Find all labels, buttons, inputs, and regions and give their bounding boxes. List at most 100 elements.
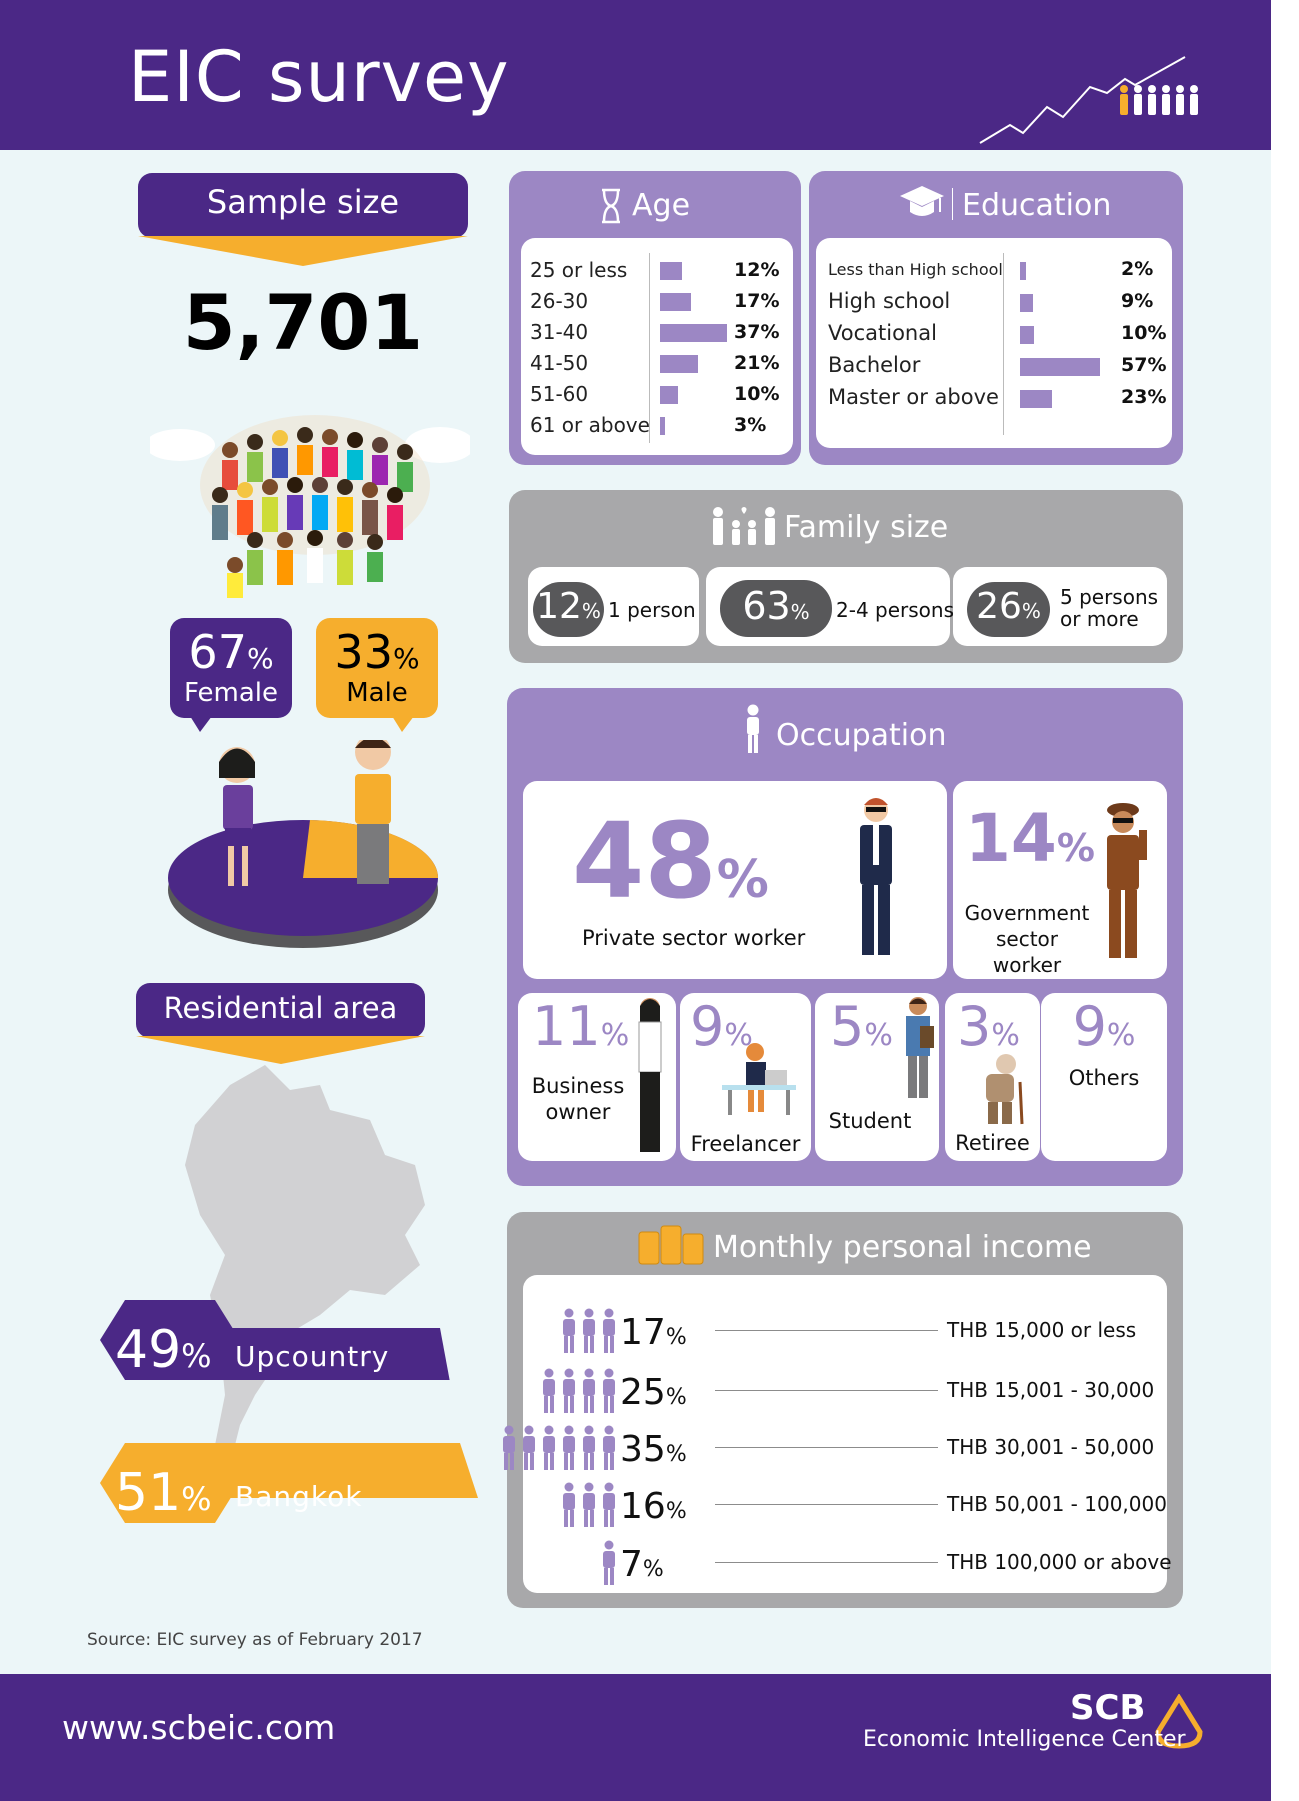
income-row-pct-unit: % [642, 1557, 664, 1582]
female-bubble [170, 618, 292, 718]
government-label: Government sector worker [962, 900, 1092, 978]
income-person-icon [583, 1425, 595, 1470]
income-row-pct: 35% [620, 1429, 702, 1470]
income-person-icon [563, 1482, 575, 1527]
age-row-pct: 21% [734, 352, 780, 374]
family-label-2: 2-4 persons [836, 598, 954, 622]
education-row-label: Master or above [828, 385, 999, 409]
income-person-icon [583, 1368, 595, 1413]
male-pct: 33% [316, 625, 438, 679]
bangkok-label: Bangkok [235, 1480, 363, 1513]
income-row-pct-value: 7 [620, 1544, 643, 1585]
family-pct-2-value: 63 [742, 584, 791, 628]
age-row-pct: 3% [734, 414, 767, 436]
residential-label: Residential area [163, 991, 398, 1025]
coins-icon [638, 1225, 704, 1265]
government-pct-unit: % [1056, 826, 1095, 870]
education-row-bar [1020, 390, 1053, 408]
education-row-bar [1020, 326, 1034, 344]
income-row-pct: 17% [620, 1312, 702, 1353]
age-row-bar [660, 386, 678, 404]
family-pct-2: 63% [720, 584, 832, 628]
age-row-pct: 12% [734, 259, 780, 281]
age-row-label: 51-60 [530, 382, 589, 406]
business-pct-value: 11 [532, 995, 601, 1058]
occupation-title: Occupation [776, 718, 947, 753]
upcountry-banner [100, 1300, 450, 1380]
sample-size-value: 5,701 [182, 278, 424, 367]
education-row-bar [1020, 358, 1100, 376]
freelancer-pct-value: 9 [690, 995, 725, 1058]
education-row-label: High school [828, 289, 951, 313]
income-row-leader-line [715, 1447, 938, 1448]
government-pct-value: 14 [965, 800, 1057, 877]
education-row-label: Less than High school [828, 260, 1003, 279]
male-bubble [316, 618, 438, 718]
education-row-pct: 57% [1121, 354, 1167, 376]
income-person-icon [603, 1482, 615, 1527]
others-pct-value: 9 [1072, 995, 1107, 1058]
residential-label-box [136, 983, 425, 1038]
business-pct: 11% [532, 995, 629, 1058]
sample-size-label: Sample size [206, 183, 400, 221]
bangkok-pct: 51% [115, 1463, 212, 1523]
business-label-line1: Business [531, 1074, 625, 1098]
retiree-pct-value: 3 [957, 995, 992, 1058]
government-pct: 14% [965, 800, 1095, 877]
income-person-icon [583, 1308, 595, 1353]
family-badge-2 [720, 580, 832, 637]
upcountry-pct: 49% [115, 1320, 212, 1380]
private-pct-value: 48 [572, 800, 717, 922]
business-label-line2: owner [545, 1100, 611, 1124]
family-label-3-line1: 5 persons [1060, 585, 1159, 609]
income-title: Monthly personal income [713, 1230, 1092, 1265]
income-person-icon [563, 1425, 575, 1470]
family-label-1: 1 person [608, 598, 696, 622]
age-row-label: 25 or less [530, 258, 628, 282]
family-label-3: 5 persons or more [1060, 586, 1158, 630]
business-pct-unit: % [600, 1018, 630, 1053]
family-pct-1: 12% [533, 586, 604, 627]
age-row-bar [660, 417, 666, 435]
income-row-pct-unit: % [665, 1385, 687, 1410]
income-row-pct-value: 16 [620, 1486, 666, 1527]
income-card [523, 1275, 1167, 1593]
education-row-pct: 2% [1121, 258, 1154, 280]
age-row-pct: 17% [734, 290, 780, 312]
website-link[interactable]: www.scbeic.com [62, 1708, 336, 1747]
retiree-label: Retiree [955, 1131, 1030, 1155]
income-row-label: THB 15,000 or less [947, 1318, 1137, 1342]
income-row-pct-value: 35 [620, 1429, 666, 1470]
police-officer-illustration [1107, 803, 1147, 958]
age-card [521, 238, 793, 455]
income-person-icon [563, 1368, 575, 1413]
age-row-label: 41-50 [530, 351, 589, 375]
age-row-bar [660, 262, 682, 280]
income-row-label: THB 30,001 - 50,000 [947, 1435, 1155, 1459]
age-row-bar [660, 324, 727, 342]
male-bubble-tail [392, 716, 414, 732]
graduation-cap-icon [900, 186, 944, 216]
age-row-bar [660, 355, 698, 373]
family-pct-1-unit: % [581, 599, 601, 623]
family-badge-1 [533, 582, 604, 637]
age-row-bar [660, 293, 691, 311]
male-label: Male [346, 678, 408, 708]
income-person-icon [603, 1425, 615, 1470]
family-title: Family size [784, 510, 949, 545]
student-pct: 5% [830, 995, 893, 1058]
footer-bar [0, 1674, 1271, 1801]
business-owner-illustration [638, 998, 662, 1152]
family-pct-3-unit: % [1021, 599, 1041, 623]
thailand-map [185, 1065, 425, 1465]
student-label: Student [828, 1109, 912, 1133]
income-row-leader-line [715, 1330, 938, 1331]
education-row-label: Bachelor [828, 353, 921, 377]
family-badge-3 [967, 582, 1050, 637]
bangkok-banner [100, 1443, 478, 1523]
private-pct: 48% [572, 800, 769, 922]
others-pct-unit: % [1106, 1018, 1136, 1053]
income-row-leader-line [715, 1390, 938, 1391]
residential-pointer [136, 1036, 425, 1064]
income-row-label: THB 50,001 - 100,000 [947, 1492, 1167, 1516]
